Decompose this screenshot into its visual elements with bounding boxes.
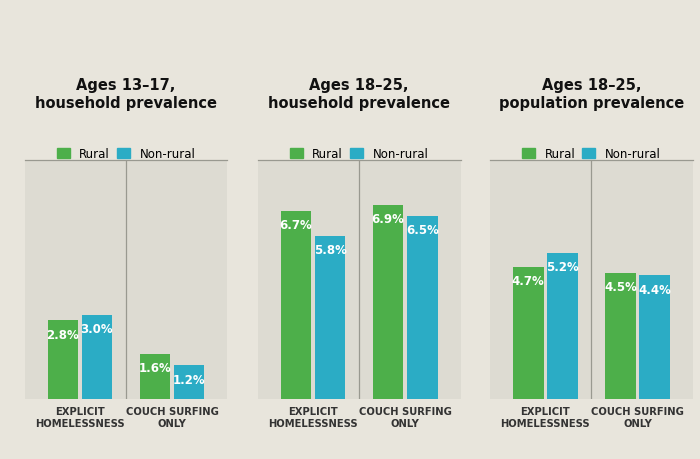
Title: Ages 18–25,
household prevalence: Ages 18–25, household prevalence	[268, 78, 450, 111]
Legend: Rural, Non-rural: Rural, Non-rural	[290, 148, 428, 161]
Text: 4.5%: 4.5%	[604, 280, 637, 293]
Bar	[281, 211, 311, 399]
Text: 2.8%: 2.8%	[46, 328, 79, 341]
Bar	[174, 366, 204, 399]
Bar	[513, 267, 543, 399]
Bar	[547, 253, 577, 399]
Legend: Rural, Non-rural: Rural, Non-rural	[57, 148, 195, 161]
Bar	[140, 354, 170, 399]
Bar	[373, 206, 403, 399]
Text: 4.7%: 4.7%	[512, 274, 545, 287]
Title: Ages 13–17,
household prevalence: Ages 13–17, household prevalence	[35, 78, 217, 111]
Bar	[48, 321, 78, 399]
Bar	[407, 217, 438, 399]
Text: 5.8%: 5.8%	[314, 244, 346, 257]
Bar	[82, 315, 112, 399]
Bar	[606, 273, 636, 399]
Title: Ages 18–25,
population prevalence: Ages 18–25, population prevalence	[499, 78, 684, 111]
Text: 6.9%: 6.9%	[372, 213, 405, 226]
Text: 6.5%: 6.5%	[406, 224, 439, 237]
Text: 3.0%: 3.0%	[80, 322, 113, 335]
Bar	[315, 236, 345, 399]
Text: 6.7%: 6.7%	[279, 218, 312, 231]
Text: 1.6%: 1.6%	[139, 362, 172, 375]
Bar	[640, 276, 670, 399]
Legend: Rural, Non-rural: Rural, Non-rural	[522, 148, 661, 161]
Text: 4.4%: 4.4%	[638, 283, 671, 296]
Text: 1.2%: 1.2%	[173, 373, 206, 386]
Text: 5.2%: 5.2%	[546, 260, 579, 274]
